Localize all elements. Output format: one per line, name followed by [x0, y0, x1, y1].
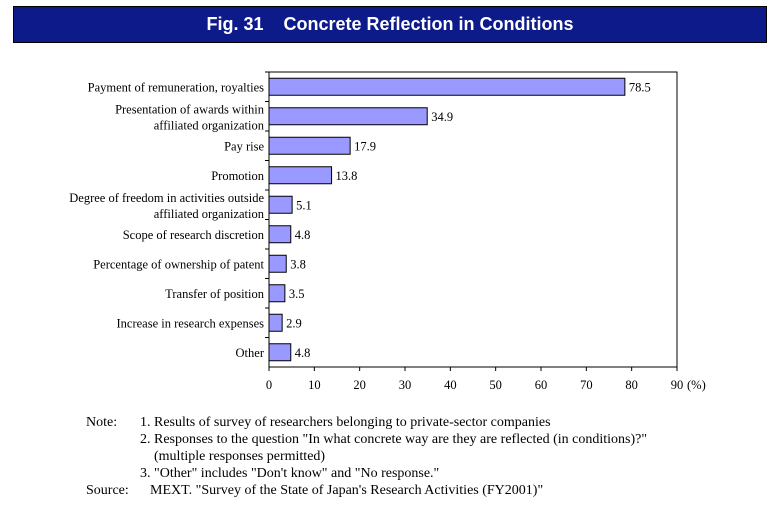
bar: [268, 77, 626, 96]
source-key: Source:: [86, 483, 129, 498]
bar: [268, 313, 283, 332]
category-label: Pay rise: [224, 139, 264, 153]
x-tick-label: 30: [399, 378, 412, 392]
bar-value-label: 3.8: [290, 257, 306, 271]
x-tick-label: 0: [266, 378, 272, 392]
category-label: Transfer of position: [165, 287, 265, 301]
note-line-3: (multiple responses permitted): [140, 449, 326, 464]
category-label: Increase in research expenses: [117, 316, 265, 330]
bar: [268, 107, 428, 126]
source-row: Source: MEXT. "Survey of the State of Ja…: [86, 482, 647, 499]
source-text: MEXT. "Survey of the State of Japan's Re…: [150, 483, 544, 498]
bar: [268, 284, 286, 303]
bar-value-label: 13.8: [336, 169, 358, 183]
x-tick-label: 20: [353, 378, 366, 392]
category-label: Presentation of awards within: [115, 102, 265, 116]
bar-value-label: 3.5: [289, 287, 305, 301]
bar: [268, 195, 293, 214]
bar: [268, 166, 333, 185]
notes-block: Note: 1. Results of survey of researcher…: [86, 414, 647, 499]
bar: [268, 136, 351, 155]
figure-title-bar: Fig. 31 Concrete Reflection in Condition…: [13, 6, 767, 43]
bar-value-label: 34.9: [431, 110, 453, 124]
bar-value-label: 2.9: [286, 316, 302, 330]
bar-value-label: 5.1: [296, 198, 312, 212]
note-row: Note: 1. Results of survey of researcher…: [86, 414, 647, 482]
note-key: Note:: [86, 415, 118, 430]
note-body: 1. Results of survey of researchers belo…: [140, 414, 647, 482]
x-unit-label: (%): [687, 378, 706, 392]
bar-value-label: 17.9: [354, 139, 376, 153]
bar: [268, 225, 292, 244]
category-label: Other: [236, 346, 265, 360]
category-label: Percentage of ownership of patent: [93, 257, 264, 271]
x-tick-label: 10: [308, 378, 321, 392]
category-label: Payment of remuneration, royalties: [88, 80, 264, 94]
figure-title: Fig. 31 Concrete Reflection in Condition…: [206, 14, 574, 34]
bar-chart: 78.5 Payment of remuneration, royalties 34…: [69, 71, 706, 392]
x-tick-label: 50: [489, 378, 502, 392]
note-line-2: 2. Responses to the question "In what co…: [140, 432, 648, 447]
x-tick-label: 80: [625, 378, 638, 392]
bar: [268, 343, 292, 362]
category-label: affiliated organization: [154, 118, 265, 132]
bar-value-label: 78.5: [629, 80, 651, 94]
note-line-1: 1. Results of survey of researchers belo…: [140, 415, 551, 430]
category-label: affiliated organization: [154, 207, 265, 221]
bar: [268, 254, 287, 273]
x-tick-label: 90: [671, 378, 684, 392]
x-tick-label: 40: [444, 378, 457, 392]
category-label: Scope of research discretion: [123, 228, 265, 242]
bar-value-label: 4.8: [295, 346, 311, 360]
category-label: Promotion: [211, 169, 265, 183]
x-tick-label: 60: [535, 378, 548, 392]
x-tick-label: 70: [580, 378, 593, 392]
category-label: Degree of freedom in activities outside: [69, 191, 264, 205]
note-line-4: 3. "Other" includes "Don't know" and "No…: [140, 466, 440, 481]
bar-value-label: 4.8: [295, 228, 311, 242]
